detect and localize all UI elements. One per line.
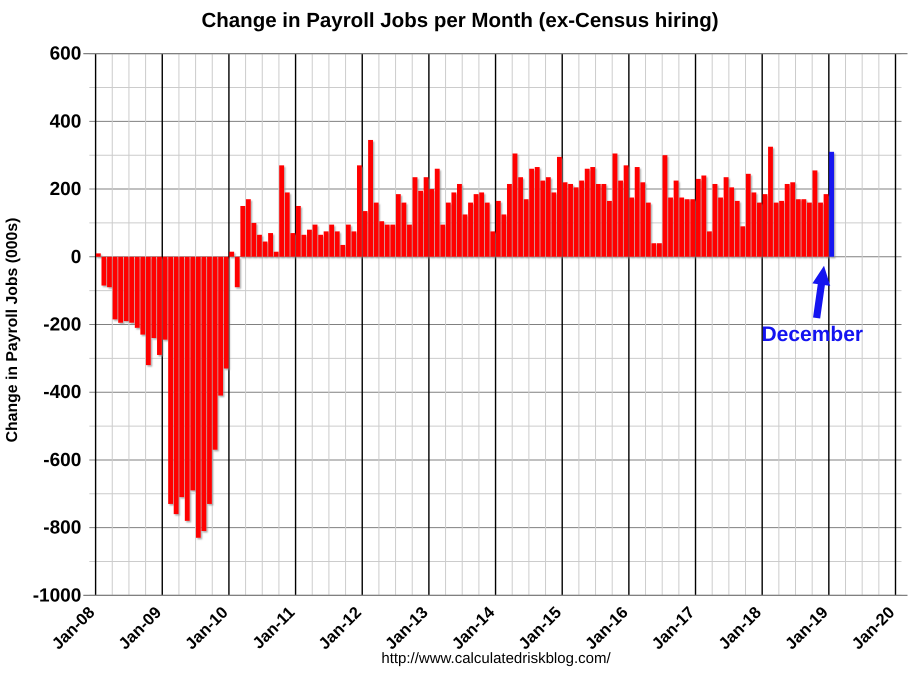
svg-text:-200: -200: [43, 315, 81, 336]
svg-text:December: December: [762, 323, 864, 346]
svg-text:Change in Payroll Jobs per Mon: Change in Payroll Jobs per Month (ex-Cen…: [201, 9, 718, 32]
svg-text:Change in Payroll Jobs (000s): Change in Payroll Jobs (000s): [4, 218, 21, 443]
svg-text:http://www.calculatedriskblog.: http://www.calculatedriskblog.com/: [381, 650, 611, 667]
svg-text:-800: -800: [43, 518, 81, 539]
svg-text:400: 400: [50, 111, 82, 132]
svg-text:600: 600: [50, 44, 82, 65]
svg-text:-1000: -1000: [33, 585, 82, 606]
svg-text:200: 200: [50, 179, 82, 200]
svg-text:0: 0: [71, 247, 82, 268]
svg-text:-400: -400: [43, 382, 81, 403]
svg-text:-600: -600: [43, 450, 81, 471]
